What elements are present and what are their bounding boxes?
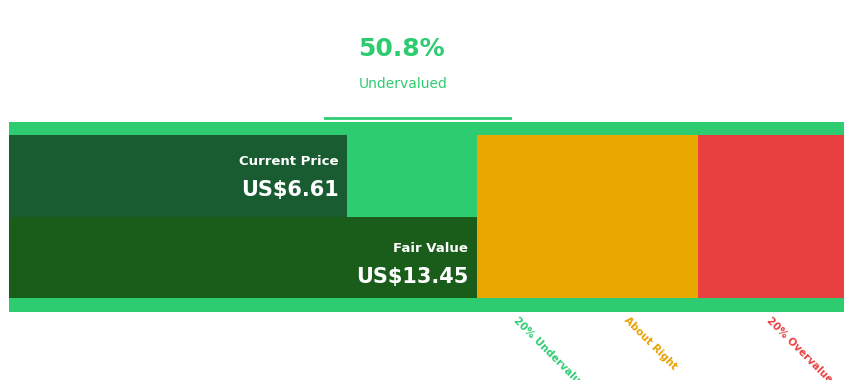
Bar <box>9 135 347 217</box>
Bar <box>476 122 560 312</box>
Text: 20% Undervalued: 20% Undervalued <box>511 315 591 380</box>
Text: Current Price: Current Price <box>239 155 338 168</box>
Bar <box>697 122 843 312</box>
Text: Fair Value: Fair Value <box>393 242 468 255</box>
Text: US$6.61: US$6.61 <box>241 180 338 200</box>
Text: About Right: About Right <box>621 315 678 372</box>
Text: 20% Overvalued: 20% Overvalued <box>763 315 838 380</box>
Text: US$13.45: US$13.45 <box>355 268 468 287</box>
Bar <box>347 122 476 312</box>
Bar <box>560 122 698 312</box>
Bar <box>9 217 476 298</box>
Bar <box>9 298 843 312</box>
Text: Undervalued: Undervalued <box>358 77 446 90</box>
Bar <box>9 122 347 312</box>
Bar <box>9 122 843 135</box>
Text: 50.8%: 50.8% <box>358 37 445 62</box>
